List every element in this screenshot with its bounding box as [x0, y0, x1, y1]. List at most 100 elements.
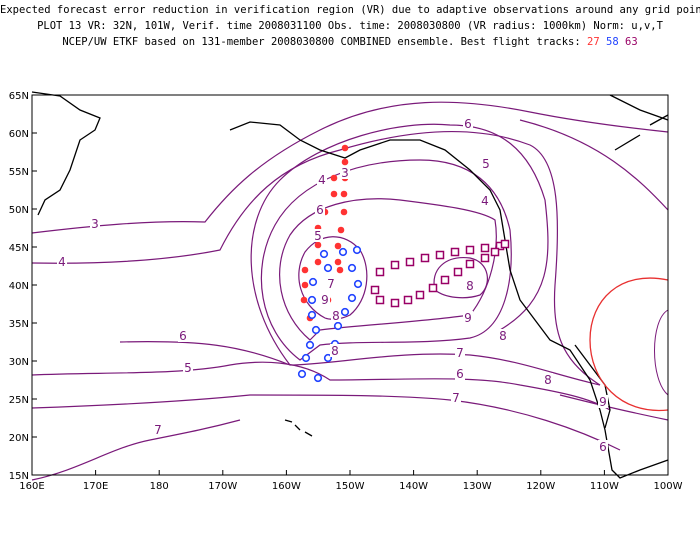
flight-track-point	[297, 369, 307, 379]
coastlines	[31, 91, 669, 479]
flight-track-point	[490, 247, 500, 257]
contour-label-bg	[326, 277, 336, 290]
contour-4-outer	[31, 131, 601, 386]
flight-track-point	[323, 263, 333, 273]
contour-8	[279, 198, 497, 341]
x-tick-label: 130W	[463, 481, 492, 492]
contour-6-east	[519, 119, 669, 211]
contour-label-bg	[153, 423, 163, 436]
contour-label: 5	[482, 157, 490, 171]
contour-label-bg	[320, 293, 330, 306]
flight-track-point	[330, 190, 338, 198]
y-tick-label: 50N	[9, 205, 29, 216]
contour-label: 6	[456, 367, 464, 381]
y-tick-label: 55N	[9, 167, 29, 178]
contour-label-bg	[481, 157, 491, 170]
map-title-block: Expected forecast error reduction in ver…	[0, 2, 700, 50]
contour-5	[31, 361, 611, 411]
coast-alaska	[229, 121, 669, 479]
contour-label-bg	[598, 440, 608, 453]
contour-label: 6	[464, 117, 472, 131]
flight-track-point	[428, 283, 438, 293]
y-tick-label: 30N	[9, 357, 29, 368]
contour-3-north	[31, 101, 669, 234]
contour-5-east	[559, 394, 669, 421]
contour-4-south	[31, 394, 621, 451]
contour-label: 9	[464, 311, 472, 325]
flight-track-point	[420, 253, 430, 263]
contour-label: 6	[316, 203, 324, 217]
title-line-2: PLOT 13 VR: 32N, 101W, Verif. time 20080…	[37, 20, 663, 32]
y-axis: 65N 60N 55N 50N 45N 40N 35N 30N 25N 20N 15N	[9, 91, 37, 482]
contour-label-bg	[178, 329, 188, 342]
flight-track-point	[340, 208, 348, 216]
contour-label: 6	[599, 440, 607, 454]
flight-track-point	[301, 266, 309, 274]
contour-label: 4	[318, 173, 326, 187]
contour-label-bg	[463, 311, 473, 324]
flight-track-point	[308, 277, 318, 287]
contour-label: 8	[499, 329, 507, 343]
flight-track-point	[334, 242, 342, 250]
contour-label: 5	[314, 229, 322, 243]
flight-track-58: 58	[606, 36, 619, 48]
y-tick-label: 45N	[9, 243, 29, 254]
flight-track-point	[347, 263, 357, 273]
flight-track-63: 63	[625, 36, 638, 48]
flight-track-point	[341, 158, 349, 166]
flight-track-point	[341, 144, 349, 152]
contour-label: 4	[58, 255, 66, 269]
flight-track-point	[301, 353, 311, 363]
flight-track-point	[307, 295, 317, 305]
flight-track-point	[340, 307, 350, 317]
flight-track-point	[319, 249, 329, 259]
contour-label: 9	[321, 293, 329, 307]
coast-canada	[609, 94, 669, 151]
x-tick-label: 180	[150, 481, 169, 492]
coast-hawaii	[284, 419, 313, 437]
contour-label: 3	[341, 166, 349, 180]
flight-track-point	[323, 353, 333, 363]
flight-track-point	[440, 275, 450, 285]
contour-3-south	[31, 419, 241, 481]
flight-track-point	[390, 260, 400, 270]
contour-lines	[31, 101, 669, 481]
flight-track-point	[338, 247, 348, 257]
flight-track-point	[313, 373, 323, 383]
flight-track-point	[300, 296, 308, 304]
flight-track-point	[314, 258, 322, 266]
contour-label-bg	[313, 229, 323, 242]
x-tick-label: 100W	[654, 481, 683, 492]
contour-label: 7	[154, 423, 162, 437]
contour-label-bg	[455, 346, 465, 359]
contour-label-bg	[498, 329, 508, 342]
flight-track-point	[334, 258, 342, 266]
y-tick-label: 40N	[9, 281, 29, 292]
contour-label-bg	[455, 367, 465, 380]
contour-label-bg	[465, 279, 475, 292]
contour-label: 7	[452, 391, 460, 405]
x-tick-label: 170W	[208, 481, 237, 492]
contour-label-bg	[451, 391, 461, 404]
x-tick-label: 170E	[83, 481, 108, 492]
flight-track-point	[311, 325, 321, 335]
flight-track-point	[450, 247, 460, 257]
verification-circle	[589, 277, 669, 412]
contour-label: 6	[179, 329, 187, 343]
flight-track-point	[301, 281, 309, 289]
flight-track-point	[305, 340, 315, 350]
flight-track-27: 27	[587, 36, 600, 48]
contour-label-bg	[480, 194, 490, 207]
flight-track-point	[405, 257, 415, 267]
verification-inner-contour	[654, 309, 669, 396]
y-tick-label: 60N	[9, 129, 29, 140]
x-tick-label: 110W	[590, 481, 619, 492]
flight-track-point	[330, 174, 338, 182]
flight-track-point	[500, 239, 510, 249]
contour-label-bg	[330, 344, 340, 357]
y-tick-label: 35N	[9, 319, 29, 330]
x-tick-label: 120W	[526, 481, 555, 492]
x-axis: 160E 170E 180 170W 160W 150W 140W 130W 120W 110W 1…	[19, 470, 683, 492]
contour-label: 5	[184, 361, 192, 375]
